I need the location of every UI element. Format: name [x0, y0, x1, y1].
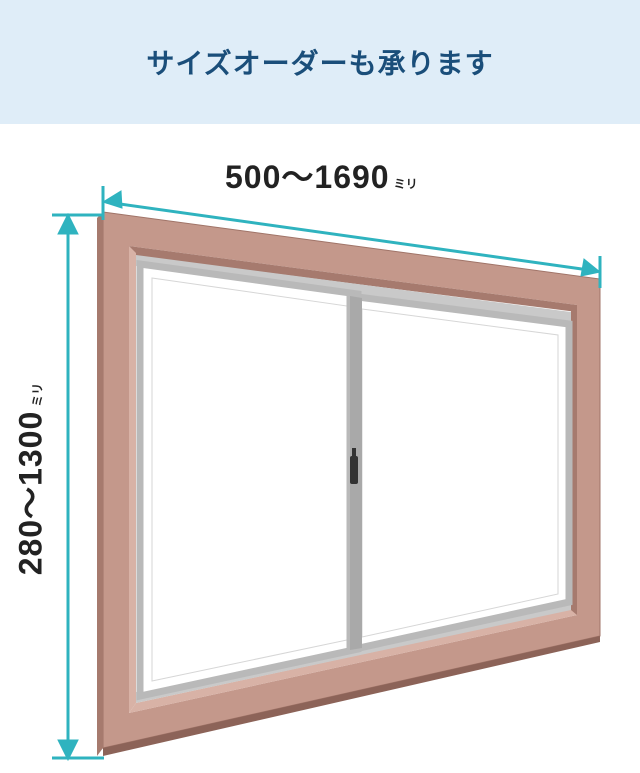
banner: サイズオーダーも承ります	[0, 0, 640, 124]
left-glass	[152, 278, 347, 681]
right-glass	[362, 309, 558, 637]
banner-text: サイズオーダーも承ります	[146, 42, 493, 82]
diagram-area: 500～1690 ミリ 280～1300 ミリ	[0, 124, 640, 773]
frame-left-depth	[97, 212, 103, 756]
height-arrow	[52, 214, 104, 760]
left-sash	[140, 264, 358, 696]
window-diagram	[0, 124, 640, 773]
window-frame-group	[97, 212, 600, 756]
frame-left-bevel	[129, 246, 136, 713]
right-sash	[350, 296, 569, 650]
